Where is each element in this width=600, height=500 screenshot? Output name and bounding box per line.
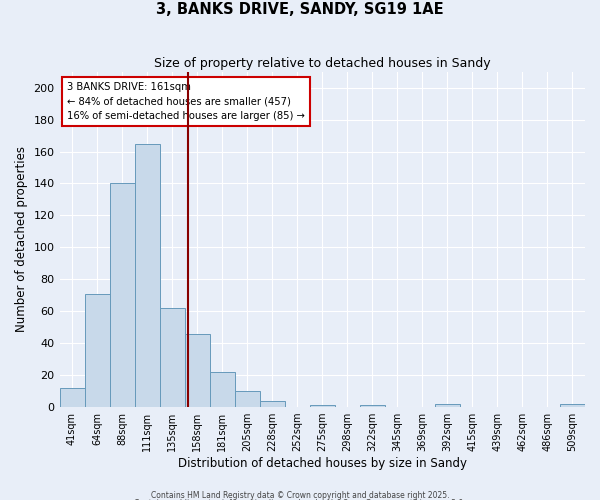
Bar <box>560 404 585 407</box>
Bar <box>310 406 335 407</box>
Bar <box>85 294 110 407</box>
X-axis label: Distribution of detached houses by size in Sandy: Distribution of detached houses by size … <box>178 457 467 470</box>
Bar <box>360 406 385 407</box>
Bar <box>235 391 260 407</box>
Bar <box>160 308 185 407</box>
Text: Contains HM Land Registry data © Crown copyright and database right 2025.: Contains HM Land Registry data © Crown c… <box>151 490 449 500</box>
Y-axis label: Number of detached properties: Number of detached properties <box>15 146 28 332</box>
Text: 3, BANKS DRIVE, SANDY, SG19 1AE: 3, BANKS DRIVE, SANDY, SG19 1AE <box>156 2 444 18</box>
Bar <box>59 388 85 407</box>
Bar <box>134 144 160 407</box>
Bar <box>110 184 134 407</box>
Bar <box>260 400 285 407</box>
Bar <box>435 404 460 407</box>
Bar <box>185 334 209 407</box>
Text: 3 BANKS DRIVE: 161sqm
← 84% of detached houses are smaller (457)
16% of semi-det: 3 BANKS DRIVE: 161sqm ← 84% of detached … <box>67 82 305 122</box>
Bar <box>209 372 235 407</box>
Title: Size of property relative to detached houses in Sandy: Size of property relative to detached ho… <box>154 58 491 70</box>
